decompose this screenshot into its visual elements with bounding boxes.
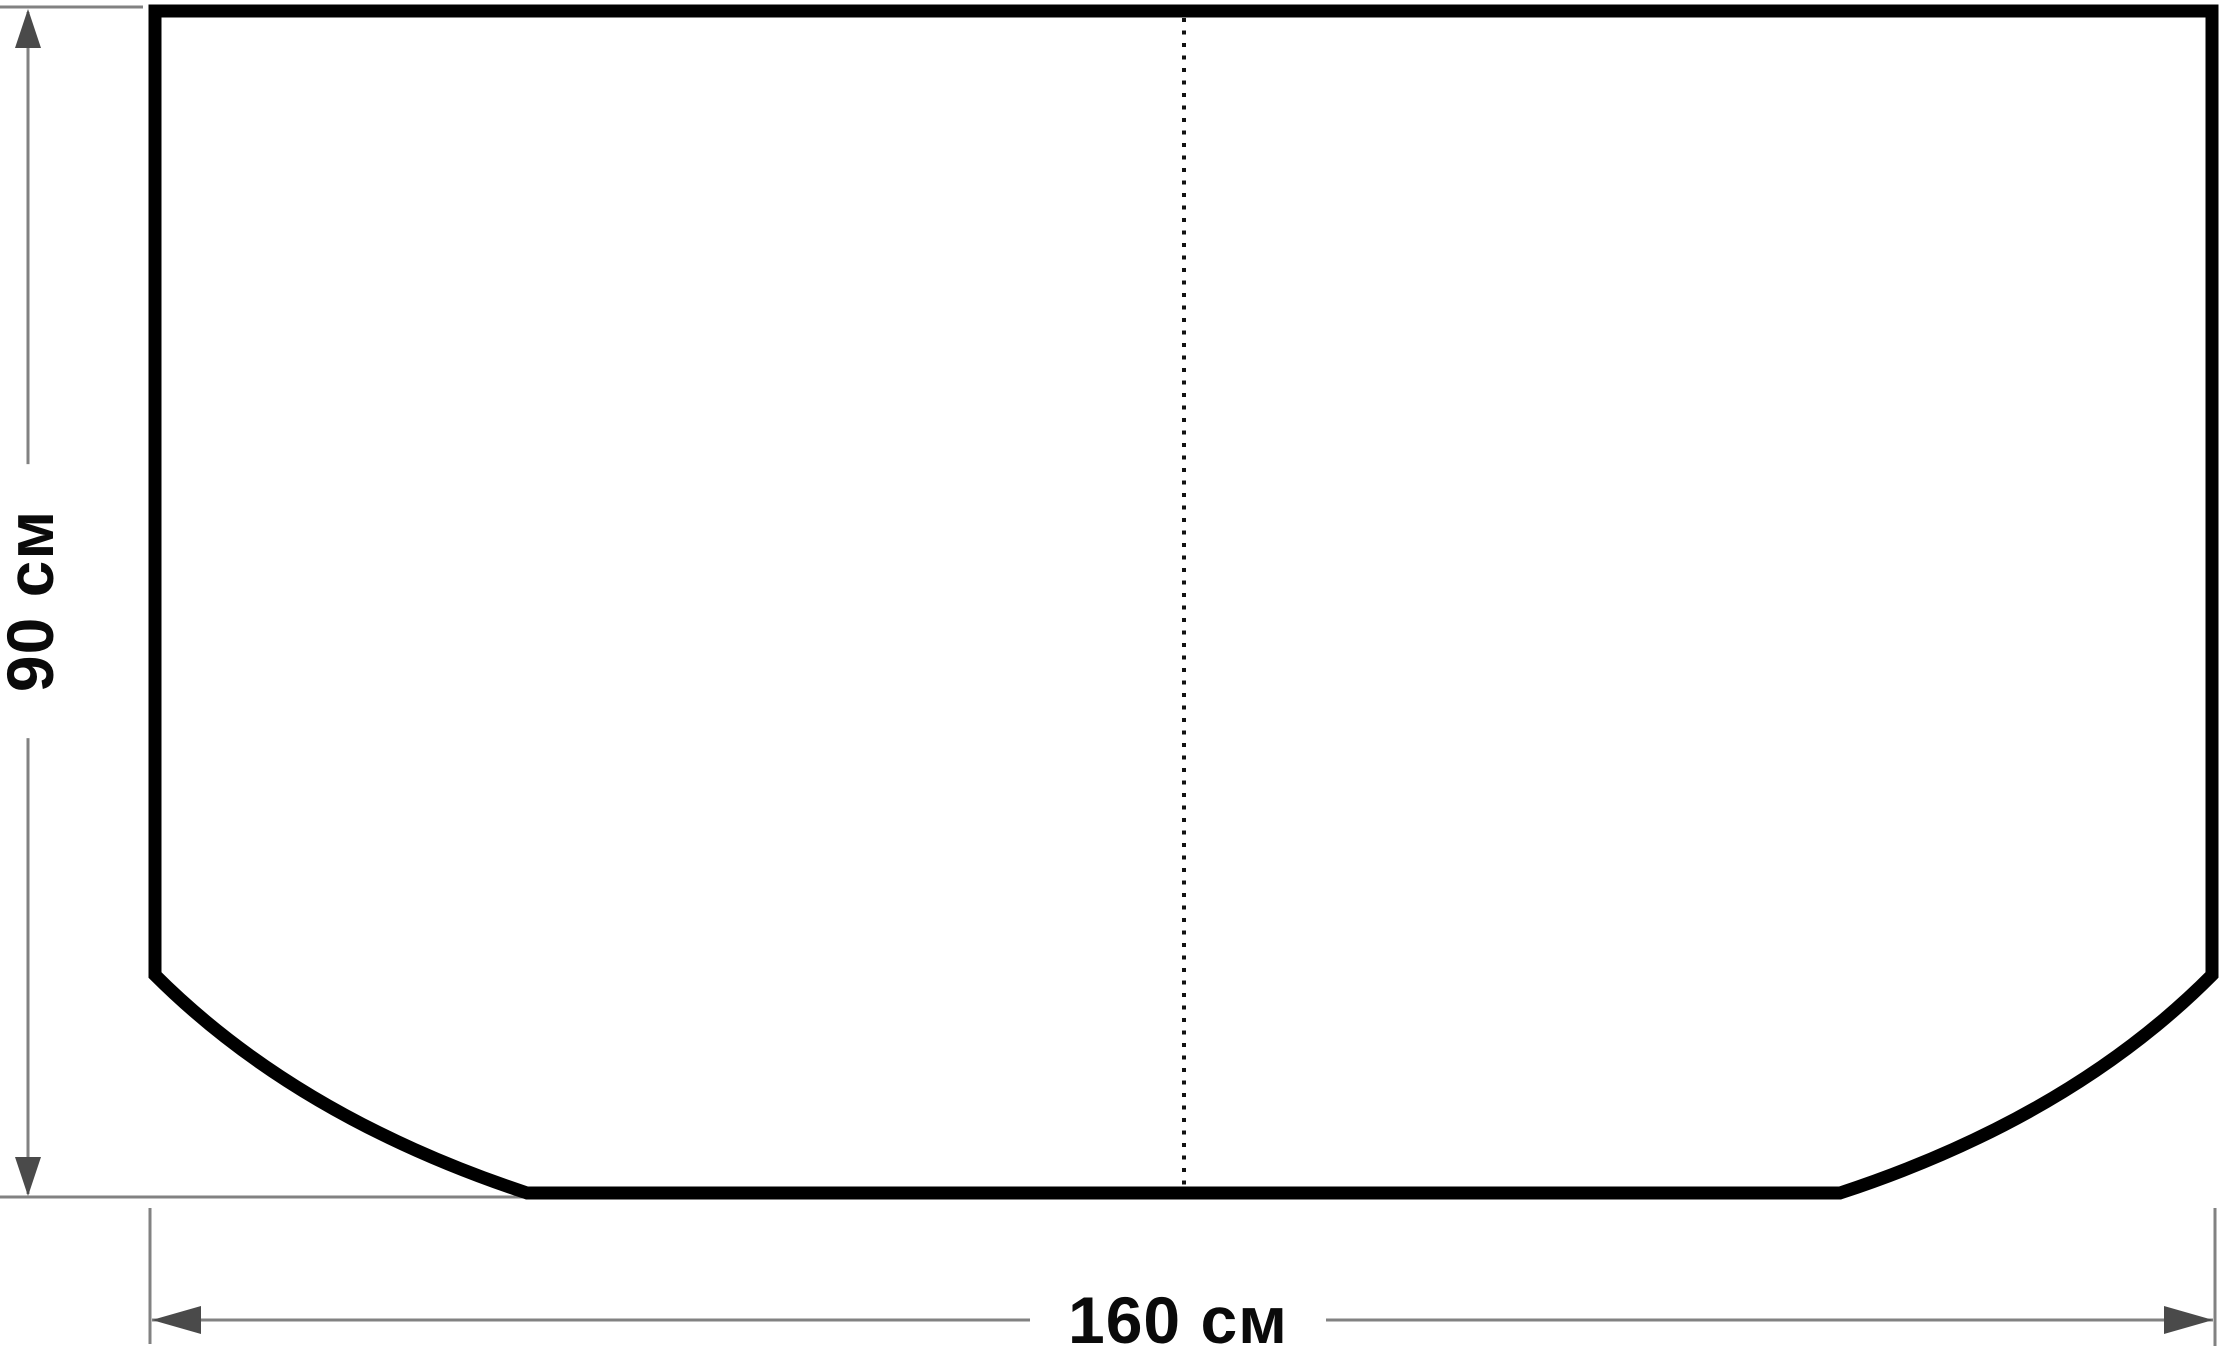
- panel-outline: [148, 4, 2219, 1200]
- width-arrowhead-right-icon: [2164, 1306, 2213, 1334]
- height-dimension-label: 90 см: [0, 463, 69, 739]
- height-arrowhead-down-icon: [15, 1157, 41, 1196]
- width-dimension-label: 160 см: [1030, 1282, 1326, 1358]
- width-arrowhead-left-icon: [152, 1306, 201, 1334]
- height-arrowhead-up-icon: [15, 9, 41, 48]
